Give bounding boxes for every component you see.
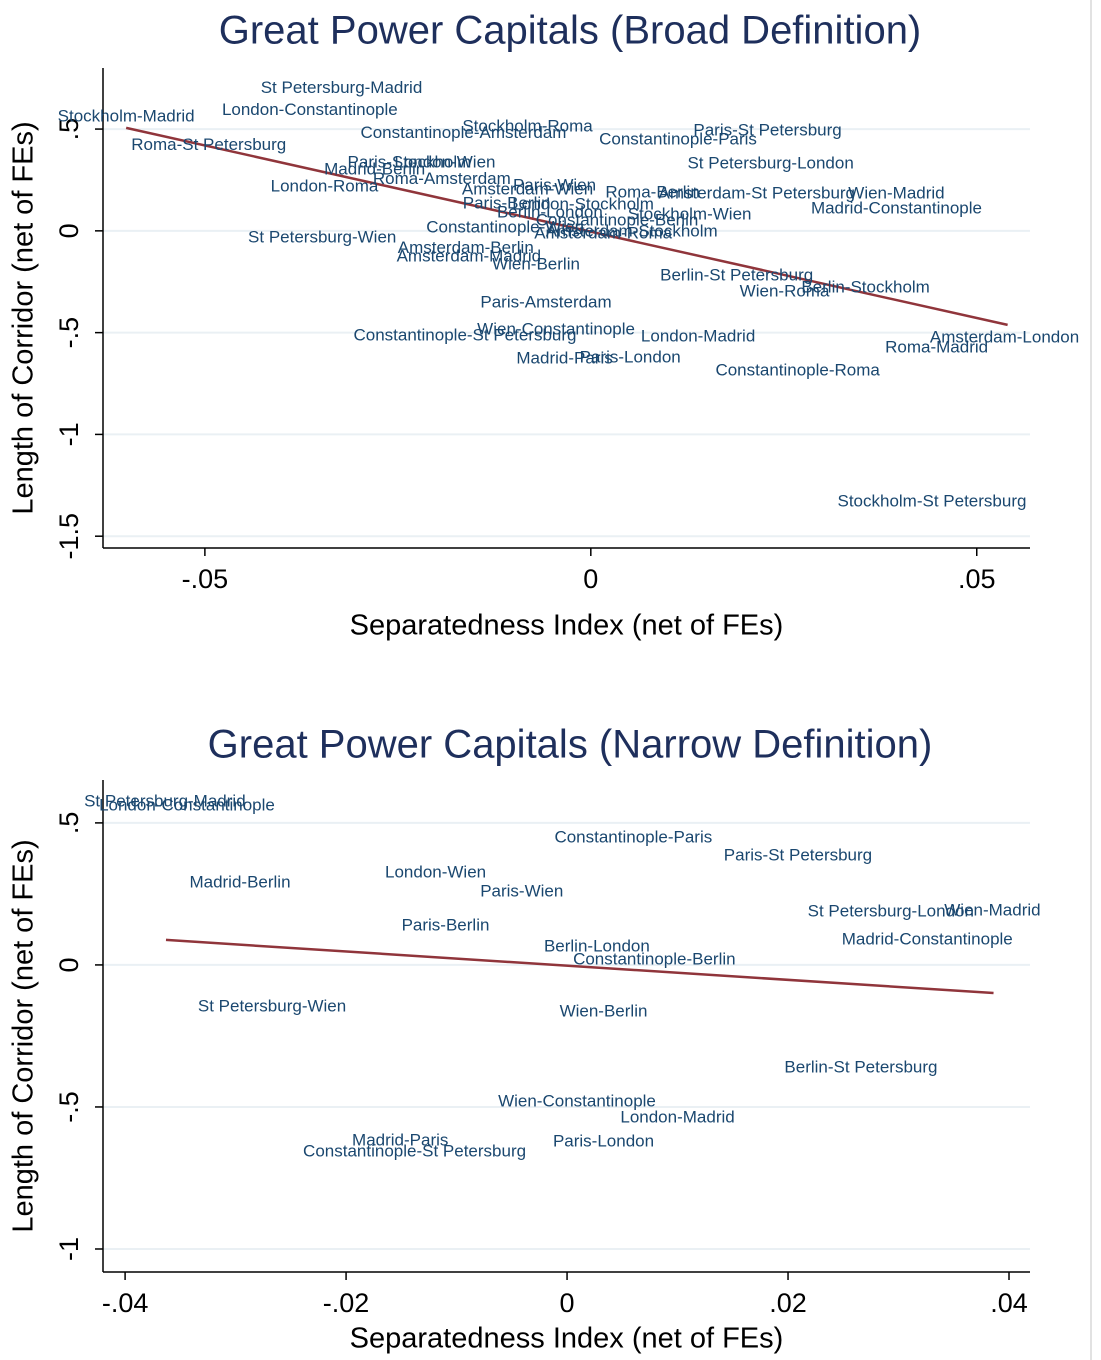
point-label: Constantinople-Berlin (536, 210, 699, 229)
point-label: London-Madrid (620, 1108, 734, 1127)
y-tick-label: -.5 (54, 1091, 84, 1123)
point-label: Constantinople-Paris (599, 129, 757, 148)
point-label: Madrid-Berlin (324, 159, 425, 178)
point-label: London-Constantinople (222, 100, 398, 119)
point-label: Constantinople-St Petersburg (303, 1141, 526, 1160)
point-label: Constantinople-Paris (554, 827, 712, 846)
y-tick-label: 0 (54, 957, 84, 972)
x-tick-label: -.02 (323, 1288, 370, 1318)
point-label: Stockholm-Wien (628, 204, 752, 223)
point-label: Paris-St Petersburg (693, 120, 841, 139)
x-tick-label: -.04 (102, 1288, 149, 1318)
point-label: Constantinople-Roma (715, 360, 880, 379)
point-label: Constantinople-St Petersburg (353, 325, 576, 344)
y-tick-label: .5 (54, 118, 84, 141)
x-axis-title: Separatedness Index (net of FEs) (350, 1323, 784, 1355)
point-label: Stockholm-Roma (462, 116, 593, 135)
x-tick-label: .04 (990, 1288, 1028, 1318)
point-label: Wien-Roma (740, 281, 830, 300)
chart-title: Great Power Capitals (Narrow Definition) (208, 723, 933, 767)
point-label: Wien-Berlin (560, 1001, 648, 1020)
x-tick-label: 0 (583, 564, 598, 594)
point-label: St Petersburg-Madrid (84, 791, 246, 810)
point-label: Paris-Wien (480, 881, 563, 900)
point-label: London-Wien (394, 152, 495, 171)
y-tick-label: -1 (54, 1237, 84, 1261)
point-label: St Petersburg-Wien (198, 996, 346, 1015)
point-label: Paris-Berlin (463, 193, 551, 212)
point-label: Roma-Berlin (605, 182, 699, 201)
point-label: Berlin-Stockholm (801, 277, 930, 296)
point-label: Berlin-St Petersburg (784, 1058, 937, 1077)
point-label: Amsterdam-Madrid (397, 246, 542, 265)
point-label: Wien-Constantinople (498, 1091, 656, 1110)
point-label: Madrid-Constantinople (811, 198, 982, 217)
point-label: London-Constantinople (99, 795, 275, 814)
point-label: St Petersburg-Wien (248, 227, 396, 246)
x-tick-label: 0 (560, 1288, 575, 1318)
chart-title: Great Power Capitals (Broad Definition) (219, 9, 922, 53)
point-label: Constantinople-Berlin (573, 949, 736, 968)
point-label: St Petersburg-Madrid (261, 78, 423, 97)
point-label: Amsterdam-London (930, 327, 1079, 346)
point-label: Amsterdam-Roma (534, 223, 672, 242)
point-label: Wien-Madrid (848, 183, 944, 202)
point-label: Stockholm-Madrid (58, 106, 195, 125)
point-label: Madrid-Paris (352, 1131, 448, 1150)
point-label: Amsterdam-Wien (462, 179, 593, 198)
y-tick-label: .5 (54, 812, 84, 835)
point-label: London-Stockholm (512, 194, 654, 213)
point-label: Paris-Berlin (402, 915, 490, 934)
y-axis-title: Length of Corridor (net of FEs) (8, 121, 40, 514)
point-label: Wien-Constantinople (477, 319, 635, 338)
point-label: Wien-Madrid (944, 900, 1040, 919)
point-label: Paris-Stockholm (348, 152, 472, 171)
point-label: London-Wien (385, 862, 486, 881)
point-label: Paris-London (580, 347, 681, 366)
y-tick-label: -.5 (54, 317, 84, 349)
point-label: London-Roma (271, 176, 379, 195)
point-label: St Petersburg-London (808, 901, 974, 920)
x-tick-label: .02 (769, 1288, 807, 1318)
point-label: Paris-St Petersburg (724, 845, 872, 864)
x-axis-title: Separatedness Index (net of FEs) (350, 610, 784, 642)
point-label: Berlin-London (497, 202, 603, 221)
point-label: Roma-Amsterdam (373, 169, 511, 188)
point-label: Stockholm-St Petersburg (837, 491, 1026, 510)
point-label: St Petersburg-London (687, 153, 853, 172)
y-tick-label: 0 (54, 223, 84, 238)
fit-line (165, 938, 994, 995)
y-tick-label: -1.5 (54, 513, 84, 560)
point-label: Constantinople-Amsterdam (360, 123, 566, 142)
point-label: Constantinople-Wien (426, 217, 584, 236)
point-label: Amsterdam-Berlin (398, 238, 534, 257)
point-label: Roma-Madrid (885, 337, 988, 356)
point-label: Paris-London (553, 1131, 654, 1150)
point-label: Amsterdam-Stockholm (546, 221, 718, 240)
point-label: Madrid-Paris (516, 348, 612, 367)
point-label: Roma-St Petersburg (131, 135, 286, 154)
y-axis-title: Length of Corridor (net of FEs) (8, 839, 40, 1232)
point-label: Berlin-London (544, 937, 650, 956)
fit-line (125, 126, 1008, 327)
point-label: Madrid-Constantinople (842, 929, 1013, 948)
x-tick-label: .05 (958, 564, 996, 594)
point-label: Berlin-St Petersburg (660, 265, 813, 284)
point-label: Wien-Berlin (492, 254, 580, 273)
point-label: Amsterdam-St Petersburg (659, 183, 856, 202)
point-label: Paris-Amsterdam (480, 292, 611, 311)
point-label: Paris-Wien (513, 175, 596, 194)
y-tick-label: -1 (54, 422, 84, 446)
point-label: Madrid-Berlin (189, 872, 290, 891)
point-label: London-Madrid (641, 326, 755, 345)
x-tick-label: -.05 (182, 564, 229, 594)
